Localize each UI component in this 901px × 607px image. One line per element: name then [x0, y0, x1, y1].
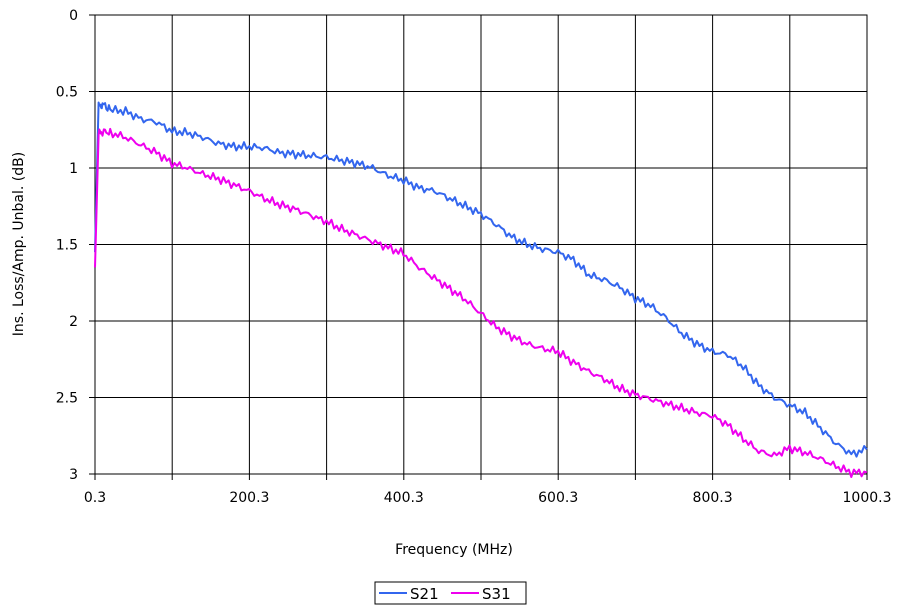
x-tick-label: 600.3	[538, 490, 578, 506]
y-tick-label: 3	[69, 467, 78, 483]
legend-label-s21: S21	[410, 585, 439, 603]
y-tick-label: 0	[69, 8, 78, 24]
y-tick-label: 0.5	[56, 85, 78, 101]
x-tick-label: 200.3	[229, 490, 269, 506]
legend-label-s31: S31	[482, 585, 511, 603]
y-tick-label: 1	[69, 161, 78, 177]
x-tick-label: 400.3	[384, 490, 424, 506]
x-tick-label: 1000.3	[843, 490, 892, 506]
y-tick-label: 2.5	[56, 391, 78, 407]
y-tick-label: 1.5	[56, 238, 78, 254]
y-tick-label: 2	[69, 314, 78, 330]
x-axis-title: Frequency (MHz)	[395, 542, 513, 558]
x-tick-label: 800.3	[693, 490, 733, 506]
y-axis-title: Ins. Loss/Amp. Unbal. (dB)	[11, 152, 27, 336]
x-tick-label: 0.3	[84, 490, 106, 506]
legend: S21 S31	[375, 582, 526, 604]
